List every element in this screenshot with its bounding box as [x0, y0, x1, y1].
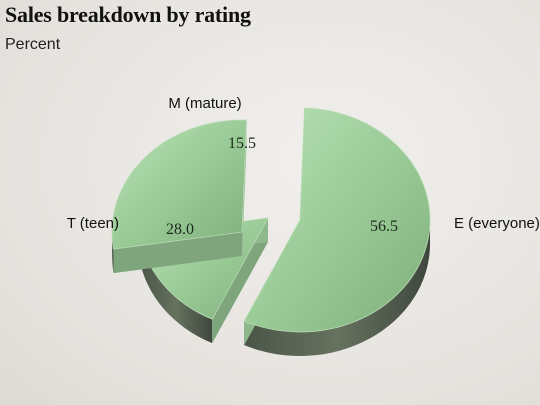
pie-slice-0: [243, 107, 431, 356]
slice-value-label: 56.5: [370, 218, 398, 235]
pie-slice-2: [111, 119, 247, 274]
slice-value-label: 15.5: [228, 135, 256, 152]
slice-category-label: T (teen): [67, 215, 119, 232]
pie-slice-cut-1-0: [212, 218, 268, 344]
pie-slice-cut-2-0: [113, 232, 243, 274]
slice-category-label: M (mature): [168, 95, 241, 112]
slice-category-label: E (everyone): [454, 215, 540, 232]
pie-slice-side-0: [244, 220, 430, 356]
pie-slice-top-2: [111, 119, 247, 250]
slice-value-label: 28.0: [166, 221, 194, 238]
pie-slice-top-0: [243, 107, 431, 333]
chart-title: Sales breakdown by rating: [5, 2, 251, 27]
chart-subtitle: Percent: [5, 36, 61, 53]
pie-slice-side-1: [139, 235, 213, 344]
